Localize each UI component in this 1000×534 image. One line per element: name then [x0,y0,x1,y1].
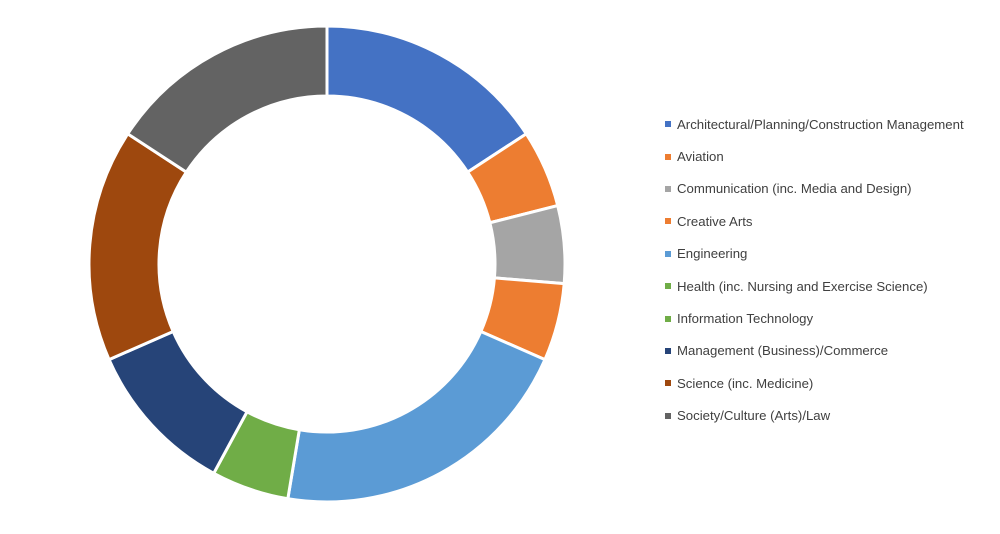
legend-swatch [665,153,671,160]
legend-swatch [665,218,671,225]
legend-label: Engineering [677,246,748,262]
legend-item: Communication (inc. Media and Design) [665,173,995,205]
legend-label: Information Technology [677,311,814,327]
legend-label: Aviation [677,149,724,165]
legend-item: Management (Business)/Commerce [665,335,995,367]
legend-item: Aviation [665,140,995,172]
legend-item: Engineering [665,238,995,270]
legend-swatch [665,380,671,387]
legend-label: Society/Culture (Arts)/Law [677,408,831,424]
legend-item: Society/Culture (Arts)/Law [665,400,995,432]
donut-slices [87,24,567,504]
legend-item: Science (inc. Medicine) [665,367,995,399]
legend-swatch [665,347,671,354]
legend-item: Information Technology [665,302,995,334]
legend-label: Health (inc. Nursing and Exercise Scienc… [677,278,928,294]
legend-label: Architectural/Planning/Construction Mana… [677,116,964,132]
donut-slice [325,24,529,175]
legend-swatch [665,283,671,290]
donut-slice [286,329,547,504]
legend-label: Management (Business)/Commerce [677,343,889,359]
legend-swatch [665,412,671,419]
legend-label: Science (inc. Medicine) [677,375,814,391]
donut-slice [125,24,329,175]
chart-legend: Architectural/Planning/Construction Mana… [665,108,995,432]
legend-label: Communication (inc. Media and Design) [677,181,912,197]
legend-swatch [665,250,671,257]
legend-swatch [665,315,671,322]
donut-slice [87,131,189,362]
legend-label: Creative Arts [677,213,753,229]
legend-item: Creative Arts [665,205,995,237]
legend-item: Architectural/Planning/Construction Mana… [665,108,995,140]
legend-item: Health (inc. Nursing and Exercise Scienc… [665,270,995,302]
legend-swatch [665,185,671,192]
legend-swatch [665,121,671,128]
donut-slice [107,329,250,476]
